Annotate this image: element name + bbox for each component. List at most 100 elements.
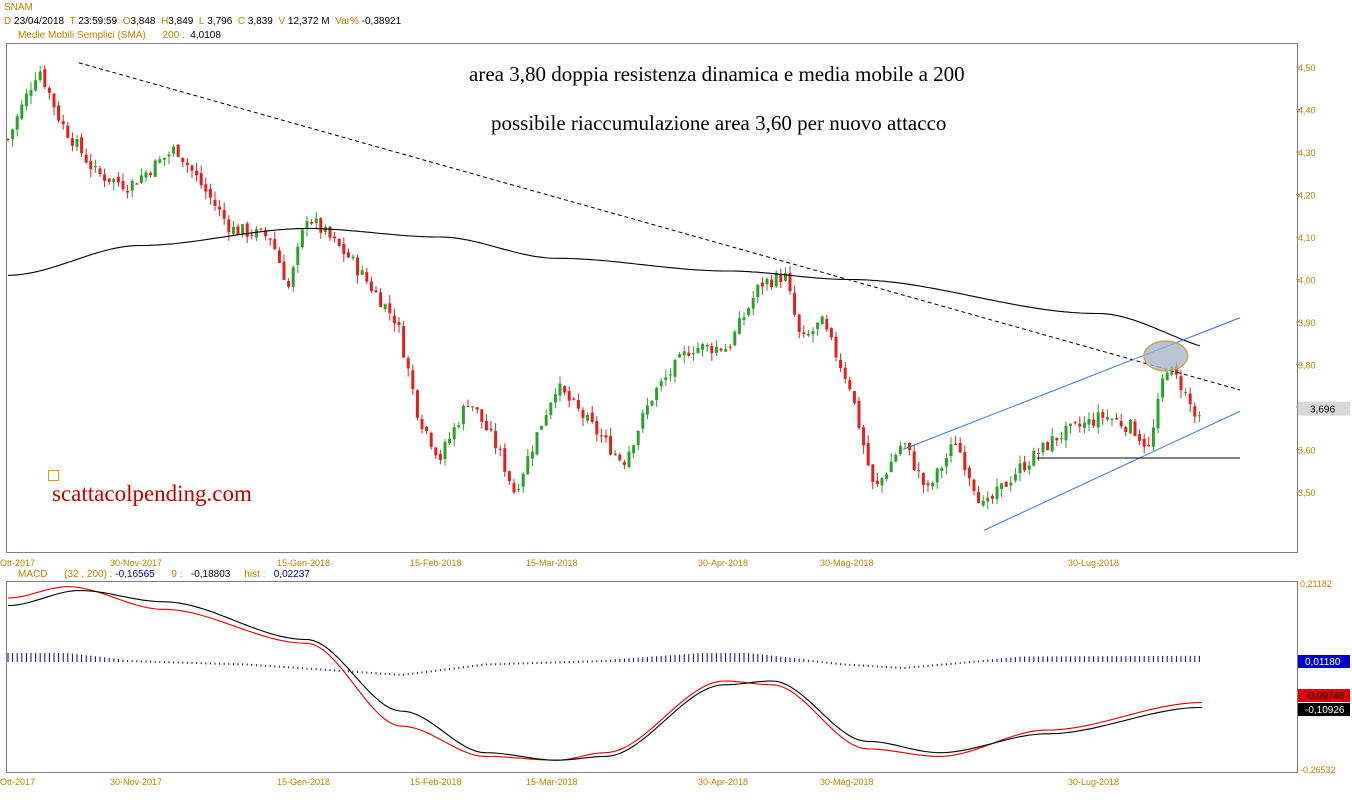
macd-chart-panel[interactable] [6, 581, 1298, 773]
candle-up [903, 443, 907, 445]
candle-up [452, 427, 456, 440]
candle-down [250, 234, 254, 236]
candle-down [1174, 365, 1178, 375]
volume-key: V [278, 16, 286, 27]
candle-down [843, 367, 847, 379]
candle-up [682, 351, 686, 356]
macd-y-tick-label: -0,26532 [1300, 765, 1336, 775]
candle-down [494, 430, 498, 449]
low-value: 3,796 [207, 16, 233, 27]
candle-down [356, 257, 360, 276]
macd-x-tick-label: 30-Nov-2017 [110, 777, 162, 787]
price-y-tick-label: 4,30 [1298, 148, 1316, 158]
candle-up [880, 478, 884, 486]
candle-down [1078, 423, 1082, 427]
candle-up [1000, 483, 1004, 489]
candle-down [622, 462, 626, 465]
candle-down [609, 436, 613, 455]
candle-up [691, 353, 695, 355]
candle-down [1124, 427, 1128, 433]
candle-up [733, 331, 737, 346]
macd-params: (32 , 200) : [64, 569, 113, 580]
candle-down [107, 178, 111, 182]
candle-down [990, 495, 994, 499]
candle-down [89, 161, 93, 170]
macd-hist-value-label: 0,01180 [1305, 657, 1341, 668]
candle-down [825, 318, 829, 330]
candle-down [1188, 393, 1192, 405]
candle-down [967, 467, 971, 479]
macd-value: -0,16565 [115, 569, 155, 580]
candle-down [563, 386, 567, 393]
high-value: 3,849 [168, 16, 194, 27]
high-key: H [161, 16, 169, 27]
price-y-tick-label: 3,90 [1298, 318, 1316, 328]
candle-down [958, 443, 962, 453]
hist-value: 0,02237 [273, 569, 310, 580]
candle-up [806, 333, 810, 336]
candle-up [655, 387, 659, 400]
candle-down [871, 464, 875, 482]
candle-up [1018, 463, 1022, 474]
candle-up [11, 129, 15, 140]
price-chart-panel[interactable] [6, 43, 1298, 553]
candle-down [963, 451, 967, 471]
candle-down [429, 432, 433, 447]
candle-up [696, 347, 700, 353]
candle-up [34, 80, 38, 91]
candle-down [103, 174, 107, 181]
candle-up [811, 331, 815, 335]
candle-down [480, 409, 484, 422]
candle-down [388, 303, 392, 314]
candle-up [1050, 436, 1054, 452]
candle-up [231, 226, 235, 235]
price-x-tick-label: 30-Nov-2017 [110, 558, 162, 568]
price-y-tick-label: 3,80 [1298, 361, 1316, 371]
price-x-tick-label: Ott-2017 [0, 558, 35, 568]
candle-up [894, 454, 898, 462]
candle-down [236, 226, 240, 235]
candle-down [227, 219, 231, 233]
candle-up [724, 349, 728, 352]
candle-down [245, 223, 249, 237]
candle-up [756, 284, 760, 297]
candle-down [273, 239, 277, 250]
time-key: T [69, 16, 76, 27]
candle-up [678, 354, 682, 358]
candle-down [1046, 442, 1050, 451]
macd-label: MACD [18, 569, 48, 580]
candle-up [457, 425, 461, 428]
candle-down [402, 326, 406, 358]
candle-down [438, 453, 442, 460]
candle-down [834, 336, 838, 358]
candle-up [15, 116, 19, 130]
candle-up [296, 246, 300, 265]
volume-value: 12,372 M [287, 16, 330, 27]
candle-down [567, 391, 571, 401]
candle-down [954, 444, 958, 446]
candle-down [1179, 376, 1183, 391]
candle-down [415, 390, 419, 418]
candle-up [323, 227, 327, 233]
candle-up [172, 146, 176, 154]
channel-lower-line [983, 410, 1241, 531]
candle-down [392, 315, 396, 324]
candle-up [1184, 392, 1188, 394]
candle-down [310, 221, 314, 224]
candle-up [241, 224, 245, 235]
candle-up [673, 359, 677, 377]
candle-up [24, 93, 28, 107]
highlight-ellipse [1143, 340, 1189, 372]
candle-up [471, 406, 475, 408]
candle-up [650, 400, 654, 406]
candle-up [540, 425, 544, 430]
candle-down [57, 105, 61, 121]
candle-down [1133, 421, 1137, 436]
candle-up [1041, 442, 1045, 453]
candle-up [1087, 419, 1091, 425]
candle-down [218, 206, 222, 210]
candle-down [66, 125, 70, 138]
macd-x-tick-label: 15-Gen-2018 [277, 777, 330, 787]
last-price-label: 3,696 [1310, 405, 1335, 416]
